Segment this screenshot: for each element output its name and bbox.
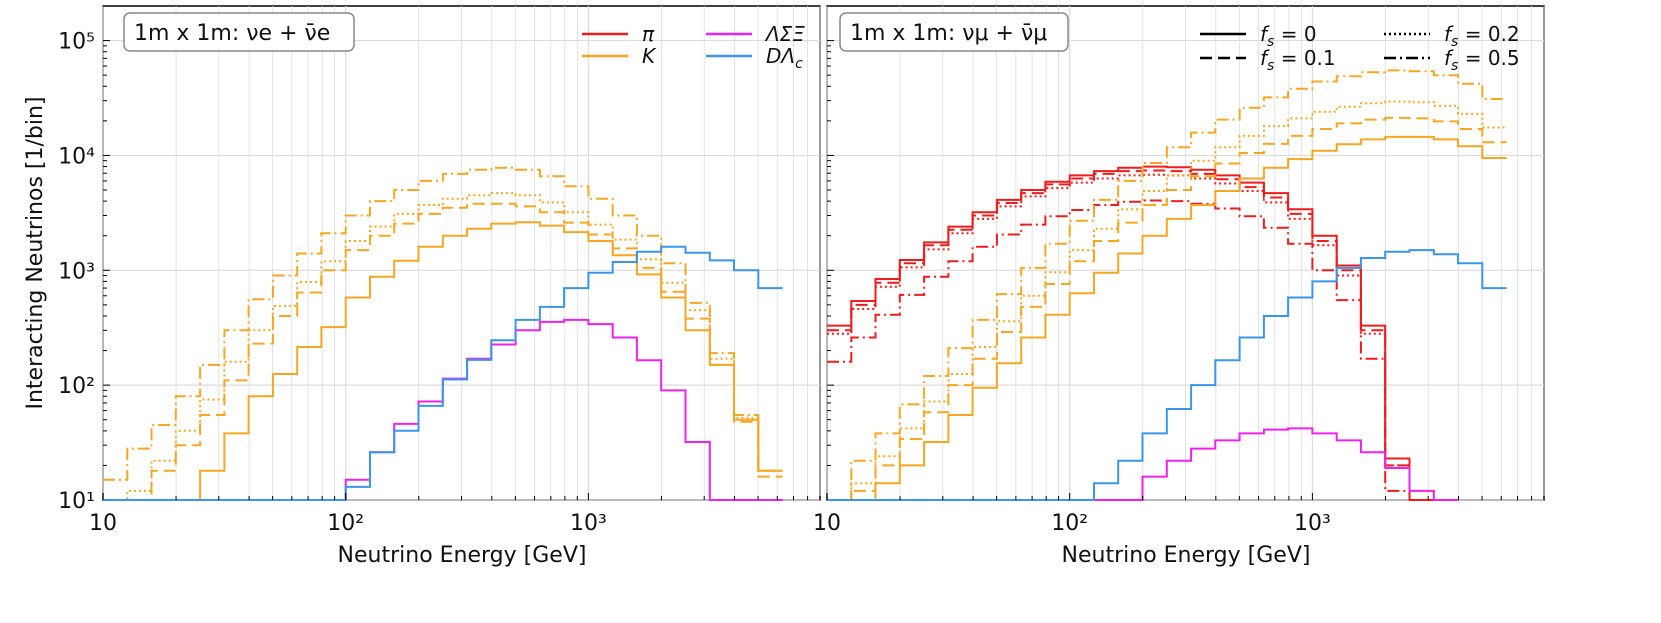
x-tick-label: 10³ — [1294, 511, 1331, 536]
x-axis-label-right: Neutrino Energy [GeV] — [1062, 543, 1311, 568]
series--fs-0 — [827, 165, 1434, 501]
left-panel-title: 1m x 1m: νe + ν̄e — [134, 21, 330, 46]
series--fs-0.2 — [827, 173, 1434, 501]
left-x-ticks: 10 10² 10³ — [89, 493, 821, 536]
panel-right: 10 10² 10³ 1m x 1m: νμ + ν̄μ fs = 0fs = 0.… — [813, 5, 1545, 536]
series-K-fs-0.1 — [827, 116, 1507, 501]
series-K-fs-0.2 — [827, 100, 1507, 501]
legend-label-3: DΛc — [766, 44, 803, 72]
series-K-fs-0 — [103, 221, 783, 501]
style-legend: fs = 0fs = 0.1 fs = 0.2fs = 0.5 — [1200, 22, 1520, 74]
y-tick-label: 10⁴ — [58, 144, 95, 169]
right-title-box: 1m x 1m: νμ + ν̄μ — [839, 12, 1069, 52]
style-legend-label-3: fs = 0.5 — [1444, 46, 1520, 74]
style-legend-label-0: fs = 0 — [1260, 22, 1317, 50]
style-legend-label-2: fs = 0.2 — [1444, 22, 1520, 50]
left-series — [103, 166, 783, 501]
series-Dc-fs-0 — [103, 245, 783, 501]
right-x-ticks: 10 10² 10³ — [813, 493, 1545, 536]
x-tick-label: 10 — [813, 511, 841, 536]
left-title-box: 1m x 1m: νe + ν̄e — [123, 12, 355, 52]
series--fs-0.5 — [827, 199, 1434, 501]
right-panel-title: 1m x 1m: νμ + ν̄μ — [850, 21, 1047, 46]
series-K-fs-0.5 — [103, 166, 783, 481]
legend-label-2: ΛΣΞ — [764, 22, 805, 46]
x-tick-label: 10² — [1051, 511, 1088, 536]
y-axis-label: Interacting Neutrinos [1/bin] — [23, 96, 48, 409]
series-K-fs-0 — [827, 135, 1507, 501]
x-tick-label: 10 — [89, 511, 117, 536]
x-axis-label-left: Neutrino Energy [GeV] — [338, 543, 587, 568]
right-series — [827, 69, 1507, 501]
series-K-fs-0.2 — [103, 192, 783, 501]
x-tick-label: 10³ — [570, 511, 607, 536]
y-tick-label: 10² — [58, 374, 95, 399]
y-tick-label: 10¹ — [58, 489, 95, 514]
style-legend-label-1: fs = 0.1 — [1260, 46, 1336, 74]
legend-label-1: K — [642, 44, 657, 68]
x-tick-label: 10² — [327, 511, 364, 536]
y-tick-label: 10⁵ — [58, 30, 95, 55]
left-y-ticks: 10¹ 10² 10³ 10⁴ 10⁵ — [58, 30, 95, 514]
panel-left: 10¹ 10² 10³ 10⁴ 10⁵ 10 10² 10³ 1m x 1m: νe + ν… — [58, 5, 821, 536]
series-K-fs-0.5 — [827, 69, 1507, 501]
y-tick-label: 10³ — [58, 259, 95, 284]
series-Dc-fs-0 — [827, 249, 1507, 501]
legend-label-0: π — [642, 22, 655, 46]
series--fs-0.1 — [827, 169, 1434, 501]
